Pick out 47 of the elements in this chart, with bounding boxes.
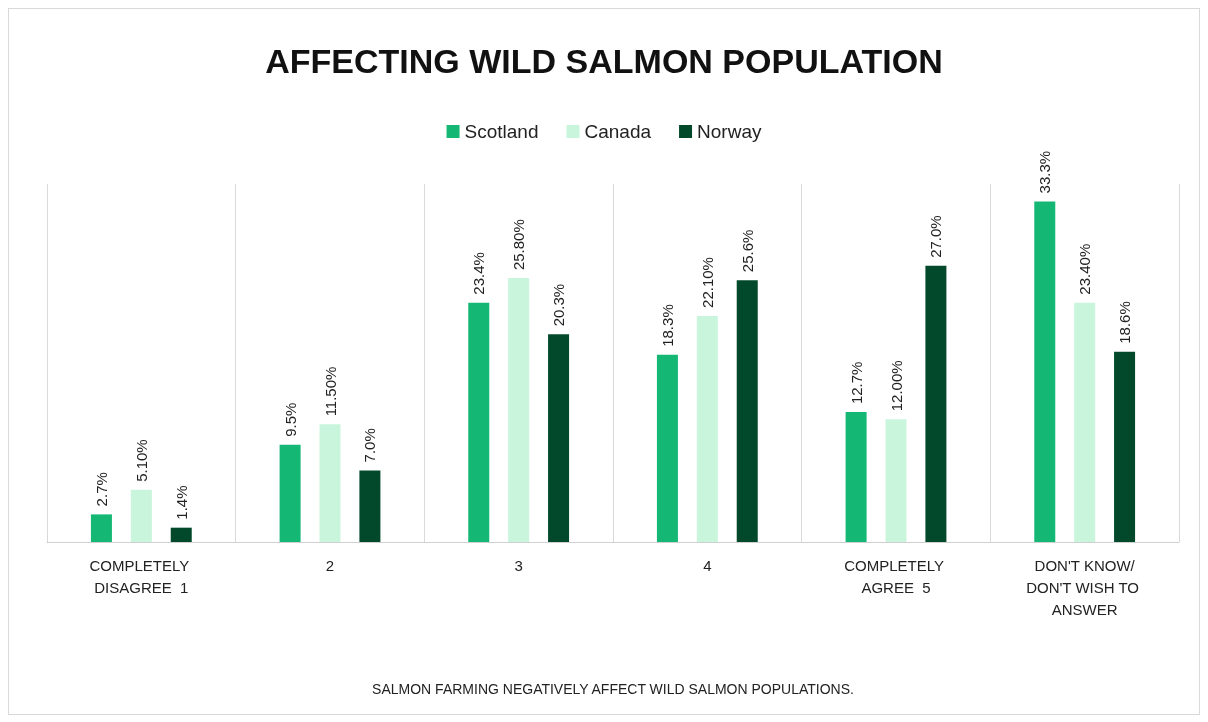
- legend-label: Canada: [584, 121, 652, 142]
- data-label: 23.40%: [1076, 243, 1094, 295]
- data-label: 33.3%: [1036, 150, 1054, 194]
- bar: [319, 424, 341, 542]
- data-label: 25.6%: [738, 229, 756, 273]
- x-tick-label: COMPLETELY AGREE 5: [844, 556, 948, 596]
- bar: [845, 412, 867, 542]
- bar: [468, 302, 490, 542]
- data-label: 27.0%: [927, 215, 945, 258]
- bar: [656, 354, 678, 542]
- legend-label: Scotland: [464, 121, 539, 142]
- x-tick-label: DON'T KNOW/DON'T WISH TO ANSWER: [1026, 556, 1144, 618]
- data-label: 5.10%: [132, 439, 150, 482]
- data-label: 18.6%: [1116, 301, 1134, 344]
- data-label: 12.00%: [887, 360, 905, 412]
- legend-label: Norway: [697, 121, 762, 142]
- bar: [359, 470, 381, 542]
- bar: [1034, 201, 1056, 542]
- bar: [885, 419, 907, 542]
- bar: [508, 278, 530, 542]
- bar: [170, 527, 192, 542]
- bar: [1074, 302, 1096, 542]
- bar: [548, 334, 570, 542]
- data-label: 12.7%: [847, 361, 865, 405]
- x-tick-label: COMPLETELY DISAGREE 1: [89, 556, 194, 596]
- data-label: 18.3%: [658, 304, 676, 347]
- data-label: 9.5%: [281, 402, 299, 437]
- data-label: 7.0%: [361, 428, 379, 463]
- x-axis-title: SALMON FARMING NEGATIVELY AFFECT WILD SALMON POPULATIONS.: [372, 681, 854, 697]
- bar: [696, 315, 718, 542]
- data-label: 11.50%: [321, 366, 339, 417]
- data-label: 1.4%: [172, 485, 190, 520]
- data-label: 2.7%: [92, 472, 110, 507]
- data-label: 22.10%: [698, 257, 716, 308]
- bar: [90, 514, 112, 542]
- x-tick-label: 3: [514, 556, 523, 574]
- data-label: 23.4%: [470, 252, 488, 295]
- x-tick-label: 2: [325, 556, 335, 574]
- bar: [736, 280, 758, 542]
- chart-title: AFFECTING WILD SALMON POPULATION: [265, 42, 943, 80]
- bar: [279, 444, 301, 542]
- bar: [925, 265, 947, 542]
- bar: [130, 489, 152, 542]
- data-label: 20.3%: [550, 283, 568, 327]
- bar: [1114, 351, 1136, 542]
- data-label: 25.80%: [510, 219, 528, 271]
- x-tick-label: 4: [703, 556, 712, 574]
